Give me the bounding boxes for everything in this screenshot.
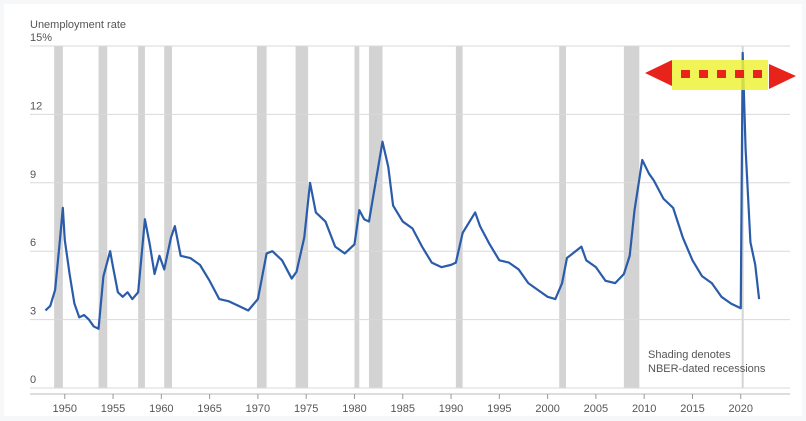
recession-band	[164, 46, 172, 388]
recession-band	[368, 46, 383, 388]
recession-band	[98, 46, 108, 388]
x-tick-label: 1995	[487, 403, 511, 415]
x-tick-label: 1990	[439, 403, 463, 415]
arrow-dash	[753, 70, 762, 78]
annotation: Shading denotes	[648, 349, 731, 361]
recession-band	[54, 46, 63, 388]
recession-band	[354, 46, 360, 388]
x-tick-label: 1980	[342, 403, 366, 415]
x-tick-label: 2000	[535, 403, 559, 415]
y-tick-label: 3	[30, 306, 36, 318]
x-tick-label: 2005	[584, 403, 608, 415]
recession-band	[138, 46, 145, 388]
x-tick-label: 1970	[246, 403, 270, 415]
arrow-dash	[735, 70, 744, 78]
x-tick-label: 2015	[680, 403, 704, 415]
y-tick-label: 6	[30, 237, 36, 249]
recession-band	[559, 46, 566, 388]
y-tick-label: 9	[30, 169, 36, 181]
y-tick-label: 12	[30, 100, 42, 112]
y-tick-label: 0	[30, 374, 36, 386]
recession-band	[256, 46, 267, 388]
plot	[44, 51, 761, 330]
annotation: NBER-dated recessions	[648, 363, 766, 375]
x-tick-label: 1955	[101, 403, 125, 415]
y-axis-label: Unemployment rate	[30, 19, 126, 31]
highlight-overlay	[645, 60, 796, 90]
x-tick-label: 1975	[294, 403, 318, 415]
recession-band	[741, 46, 744, 388]
data-line	[44, 51, 761, 330]
x-tick-label: 1950	[53, 403, 77, 415]
arrow-right	[769, 64, 796, 89]
recession-band	[295, 46, 309, 388]
x-tick-label: 1965	[197, 403, 221, 415]
x-tick-label: 1960	[149, 403, 173, 415]
recessions	[54, 46, 744, 388]
grid: 0 3 6 9 12 15% 1950 1955 1960 1965 1970 1975 1980 198…	[30, 32, 790, 415]
arrow-dash	[717, 70, 726, 78]
arrow-dash	[681, 70, 690, 78]
arrow-dash	[699, 70, 708, 78]
recession-band	[455, 46, 463, 388]
arrow-left	[645, 60, 672, 86]
recession-band	[623, 46, 640, 388]
y-tick-label: 15%	[30, 32, 52, 44]
x-tick-label: 1985	[391, 403, 415, 415]
x-tick-label: 2010	[632, 403, 656, 415]
x-tick-label: 2020	[729, 403, 753, 415]
